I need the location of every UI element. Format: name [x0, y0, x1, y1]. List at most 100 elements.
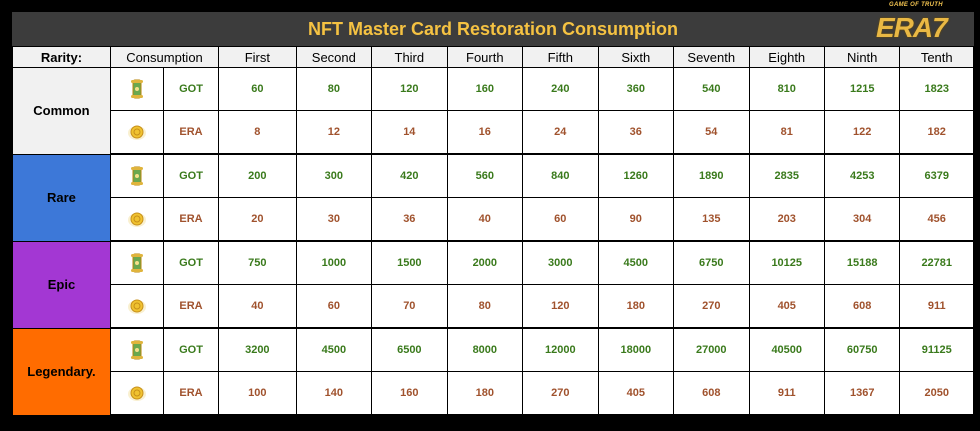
- era-value: 16: [446, 110, 524, 155]
- era-value: 608: [673, 371, 750, 416]
- logo-brand: ERA7: [876, 12, 948, 43]
- table-row: Rare GOT 200 300 420 560 840 1260 1890 2835 4253 63…: [12, 153, 974, 242]
- era-value: 911: [899, 284, 974, 329]
- level-header: Second: [295, 46, 373, 68]
- got-value: 1500: [371, 240, 448, 285]
- got-value: 4500: [295, 327, 373, 372]
- era-value: 60: [522, 197, 599, 242]
- consumption-table: Rarity: Consumption First Second Third F…: [12, 46, 974, 416]
- currency-label-got: GOT: [162, 327, 220, 372]
- got-value: 40500: [748, 327, 825, 372]
- level-header: Tenth: [899, 46, 974, 68]
- got-value: 300: [295, 153, 373, 198]
- era-value: 304: [823, 197, 901, 242]
- coin-icon: [109, 197, 164, 242]
- era-value: 24: [522, 110, 599, 155]
- era-value: 2050: [899, 371, 974, 416]
- got-value: 240: [522, 67, 599, 111]
- coin-icon: [109, 371, 164, 416]
- level-header: Ninth: [823, 46, 901, 68]
- logo-tagline: GAME OF TRUTH: [889, 2, 943, 8]
- level-header: Seventh: [673, 46, 750, 68]
- era7-logo: GAME OF TRUTH ERA7: [854, 2, 974, 52]
- got-value: 6500: [371, 327, 448, 372]
- got-value: 810: [748, 67, 825, 111]
- got-value: 560: [446, 153, 524, 198]
- got-value: 4500: [597, 240, 675, 285]
- level-header: Eighth: [748, 46, 825, 68]
- got-value: 18000: [597, 327, 675, 372]
- currency-label-era: ERA: [162, 284, 220, 329]
- got-value: 1260: [597, 153, 675, 198]
- got-value: 160: [446, 67, 524, 111]
- era-value: 160: [371, 371, 448, 416]
- rarity-common: Common: [12, 67, 111, 155]
- era-value: 120: [522, 284, 599, 329]
- got-value: 540: [673, 67, 750, 111]
- header-row: Rarity: Consumption First Second Third F…: [12, 46, 974, 68]
- got-value: 420: [371, 153, 448, 198]
- era-value: 40: [446, 197, 524, 242]
- era-value: 14: [371, 110, 448, 155]
- level-header: First: [218, 46, 297, 68]
- era-value: 456: [899, 197, 974, 242]
- era-value: 80: [446, 284, 524, 329]
- table-frame: NFT Master Card Restoration Consumption …: [12, 2, 974, 416]
- got-value: 12000: [522, 327, 599, 372]
- got-value: 15188: [823, 240, 901, 285]
- era-value: 182: [899, 110, 974, 155]
- got-value: 3000: [522, 240, 599, 285]
- rarity-rare: Rare: [12, 153, 111, 242]
- currency-label-era: ERA: [162, 371, 220, 416]
- got-value: 1890: [673, 153, 750, 198]
- era-value: 60: [295, 284, 373, 329]
- got-value: 60: [218, 67, 297, 111]
- rarity-header: Rarity:: [12, 46, 111, 68]
- table-row: ERA 100 140 160 180 270 405 608 911 1367 2050: [13, 371, 974, 416]
- got-value: 2000: [446, 240, 524, 285]
- got-value: 27000: [673, 327, 750, 372]
- scroll-icon: [109, 327, 164, 372]
- currency-label-got: GOT: [162, 153, 220, 198]
- got-value: 6750: [673, 240, 750, 285]
- table-row: Epic GOT 750 1000 1500 2000 3000 4500 6750 10125 1…: [12, 240, 974, 329]
- level-header: Sixth: [597, 46, 675, 68]
- got-value: 80: [295, 67, 373, 111]
- era-value: 405: [748, 284, 825, 329]
- got-value: 8000: [446, 327, 524, 372]
- got-value: 4253: [823, 153, 901, 198]
- scroll-icon: [109, 67, 164, 111]
- table-row: ERA 40 60 70 80 120 180 270 405 608 911: [13, 284, 974, 329]
- got-value: 22781: [899, 240, 974, 285]
- currency-label-got: GOT: [162, 67, 220, 111]
- got-value: 91125: [899, 327, 974, 372]
- got-value: 2835: [748, 153, 825, 198]
- rarity-epic: Epic: [12, 240, 111, 329]
- era-value: 81: [748, 110, 825, 155]
- era-value: 270: [673, 284, 750, 329]
- got-value: 360: [597, 67, 675, 111]
- page-title: NFT Master Card Restoration Consumption: [307, 18, 679, 39]
- era-value: 20: [218, 197, 297, 242]
- era-value: 8: [218, 110, 297, 155]
- got-value: 3200: [218, 327, 297, 372]
- era-value: 12: [295, 110, 373, 155]
- era-value: 911: [748, 371, 825, 416]
- coin-icon: [109, 110, 164, 155]
- got-value: 1000: [295, 240, 373, 285]
- era-value: 180: [597, 284, 675, 329]
- scroll-icon: [109, 240, 164, 285]
- era-value: 203: [748, 197, 825, 242]
- era-value: 90: [597, 197, 675, 242]
- era-value: 405: [597, 371, 675, 416]
- era-value: 70: [371, 284, 448, 329]
- era-value: 1367: [823, 371, 901, 416]
- got-value: 200: [218, 153, 297, 198]
- rarity-legendary: Legendary.: [12, 327, 111, 416]
- level-header: Fourth: [446, 46, 524, 68]
- scroll-icon: [109, 153, 164, 198]
- era-value: 135: [673, 197, 750, 242]
- era-value: 40: [218, 284, 297, 329]
- era-value: 30: [295, 197, 373, 242]
- got-value: 10125: [748, 240, 825, 285]
